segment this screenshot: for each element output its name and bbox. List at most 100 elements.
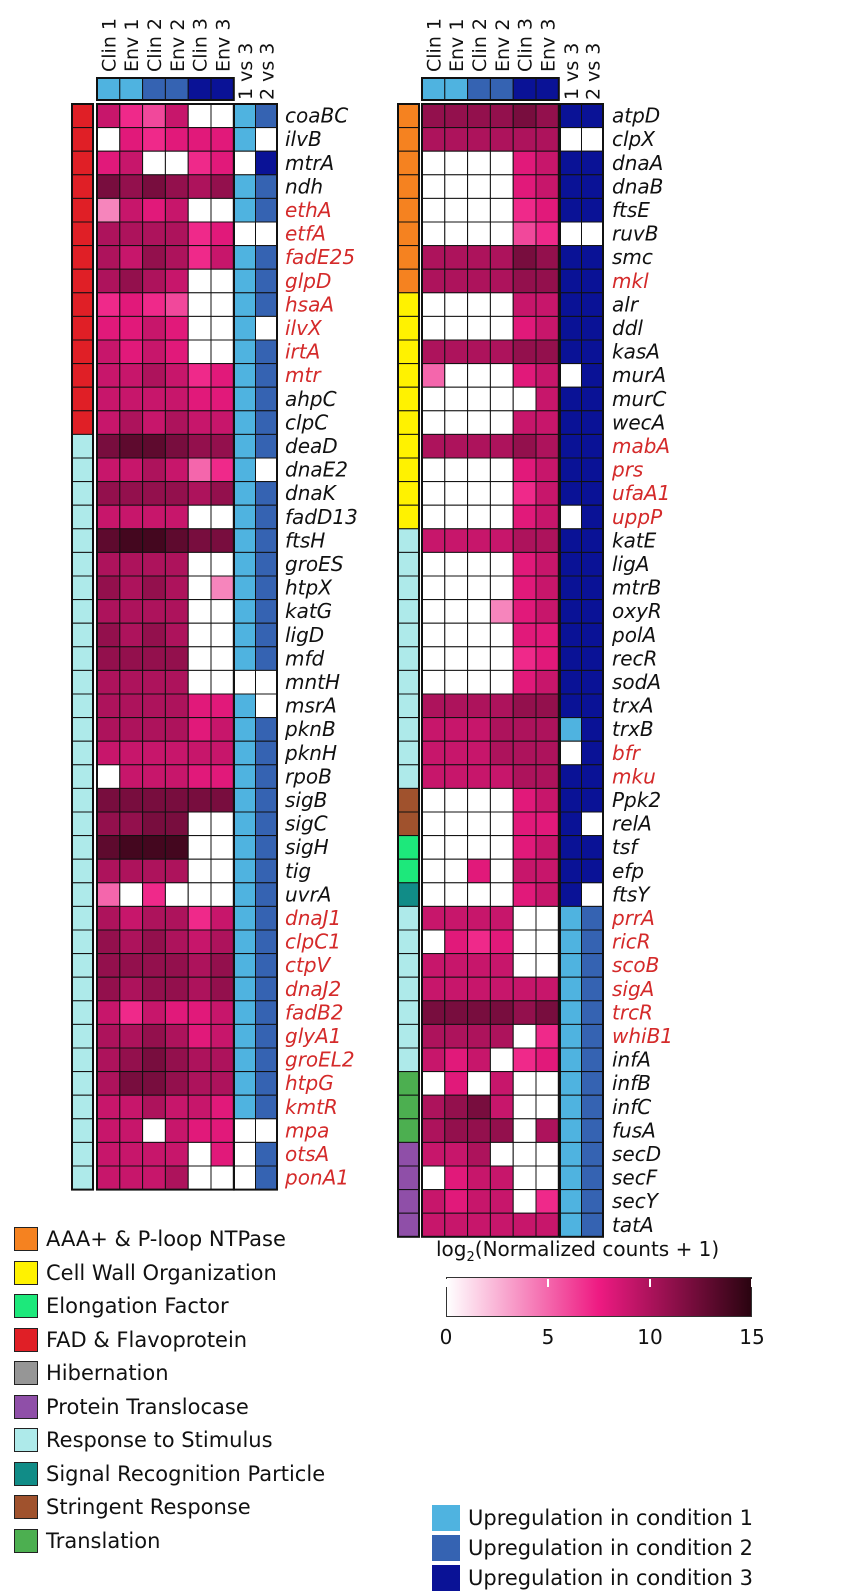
heatmap-cell [187, 221, 212, 247]
heatmap-cell [119, 882, 144, 907]
heatmap-cell [119, 386, 144, 412]
heatmap-cell [421, 599, 446, 624]
heatmap-cell [467, 268, 491, 294]
heatmap-cell [164, 882, 189, 907]
heatmap-cell [210, 103, 235, 129]
comparison-cell [233, 221, 256, 247]
heatmap-cell [119, 221, 144, 247]
gene-label: smc [612, 245, 653, 269]
category-cell [71, 481, 94, 506]
heatmap-cell [96, 811, 121, 837]
heatmap-cell [119, 174, 144, 199]
comparison-cell [255, 811, 278, 837]
heatmap-cell [489, 717, 514, 742]
comparison-cell [581, 905, 604, 931]
heatmap-cell [164, 717, 189, 742]
gene-label: otsA [285, 1142, 329, 1166]
category-cell [71, 292, 94, 317]
category-cell [397, 1141, 420, 1167]
heatmap-cell [96, 292, 121, 317]
heatmap-cell [210, 693, 235, 719]
heatmap-cell [467, 150, 491, 176]
comparison-cell [559, 150, 582, 176]
heatmap-cell [164, 551, 189, 577]
comparison-cell [559, 410, 582, 435]
comparison-cell [233, 174, 256, 199]
heatmap-cell [210, 551, 235, 577]
comparison-cell [255, 174, 278, 199]
heatmap-cell [489, 1118, 514, 1143]
heatmap-cell [444, 1094, 469, 1120]
comparison-cell [581, 433, 604, 459]
heatmap-cell [164, 245, 189, 270]
comparison-cell [559, 174, 582, 199]
heatmap-cell [535, 1118, 560, 1143]
category-cell [397, 245, 420, 270]
heatmap-cell [444, 150, 469, 176]
heatmap-cell [119, 905, 144, 931]
heatmap-cell [421, 339, 446, 365]
heatmap-cell [489, 1212, 514, 1238]
comparison-cell [559, 1165, 582, 1191]
heatmap-cell [444, 127, 469, 152]
heatmap-cell [164, 1000, 189, 1025]
comparison-header: 2 vs 3 [582, 43, 604, 100]
heatmap-cell [467, 410, 491, 435]
heatmap-cell [187, 622, 212, 648]
gene-label: sigC [285, 812, 328, 836]
heatmap-cell [489, 976, 514, 1002]
heatmap-cell [512, 221, 537, 247]
heatmap-cell [210, 268, 235, 294]
gene-label: sigB [285, 788, 327, 812]
heatmap-cell [535, 174, 560, 199]
gene-label: fadB2 [285, 1000, 343, 1024]
category-cell [71, 622, 94, 648]
heatmap-cell [512, 197, 537, 223]
heatmap-cell [119, 150, 144, 176]
heatmap-cell [210, 481, 235, 506]
category-cell [397, 221, 420, 247]
heatmap-cell [164, 481, 189, 506]
comparison-cell [559, 740, 582, 766]
category-cell [397, 481, 420, 506]
comparison-cell [581, 103, 604, 129]
comparison-cell [233, 1094, 256, 1120]
heatmap-cell [187, 197, 212, 223]
gene-label: clpX [612, 127, 656, 151]
category-cell [71, 599, 94, 624]
comparison-cell [581, 740, 604, 766]
heatmap-cell [96, 599, 121, 624]
heatmap-cell [489, 268, 514, 294]
comparison-cell [255, 410, 278, 435]
heatmap-cell [164, 528, 189, 553]
heatmap-cell [421, 622, 446, 648]
comparison-cell [581, 599, 604, 624]
gene-label: infA [612, 1048, 651, 1072]
heatmap-cell [187, 339, 212, 365]
column-group-swatch [119, 77, 144, 101]
heatmap-cell [96, 1023, 121, 1049]
heatmap-cell [421, 292, 446, 317]
heatmap-cell [467, 504, 491, 530]
comparison-cell [233, 1165, 256, 1191]
gene-label: mpa [285, 1118, 329, 1142]
heatmap-cell [535, 245, 560, 270]
comparison-cell [233, 740, 256, 766]
heatmap-cell [512, 363, 537, 388]
heatmap-cell [467, 717, 491, 742]
gene-label: fusA [612, 1118, 656, 1142]
comparison-cell [559, 315, 582, 341]
heatmap-cell [96, 481, 121, 506]
category-cell [397, 1071, 420, 1096]
heatmap-cell [444, 433, 469, 459]
heatmap-cell [421, 858, 446, 884]
heatmap-cell [535, 457, 560, 483]
heatmap-cell [535, 315, 560, 341]
gene-label: ricR [612, 930, 651, 954]
comparison-cell [255, 1071, 278, 1096]
heatmap-cell [210, 1141, 235, 1167]
comparison-cell [581, 1141, 604, 1167]
heatmap-cell [164, 599, 189, 624]
heatmap-cell [444, 787, 469, 813]
category-cell [71, 150, 94, 176]
